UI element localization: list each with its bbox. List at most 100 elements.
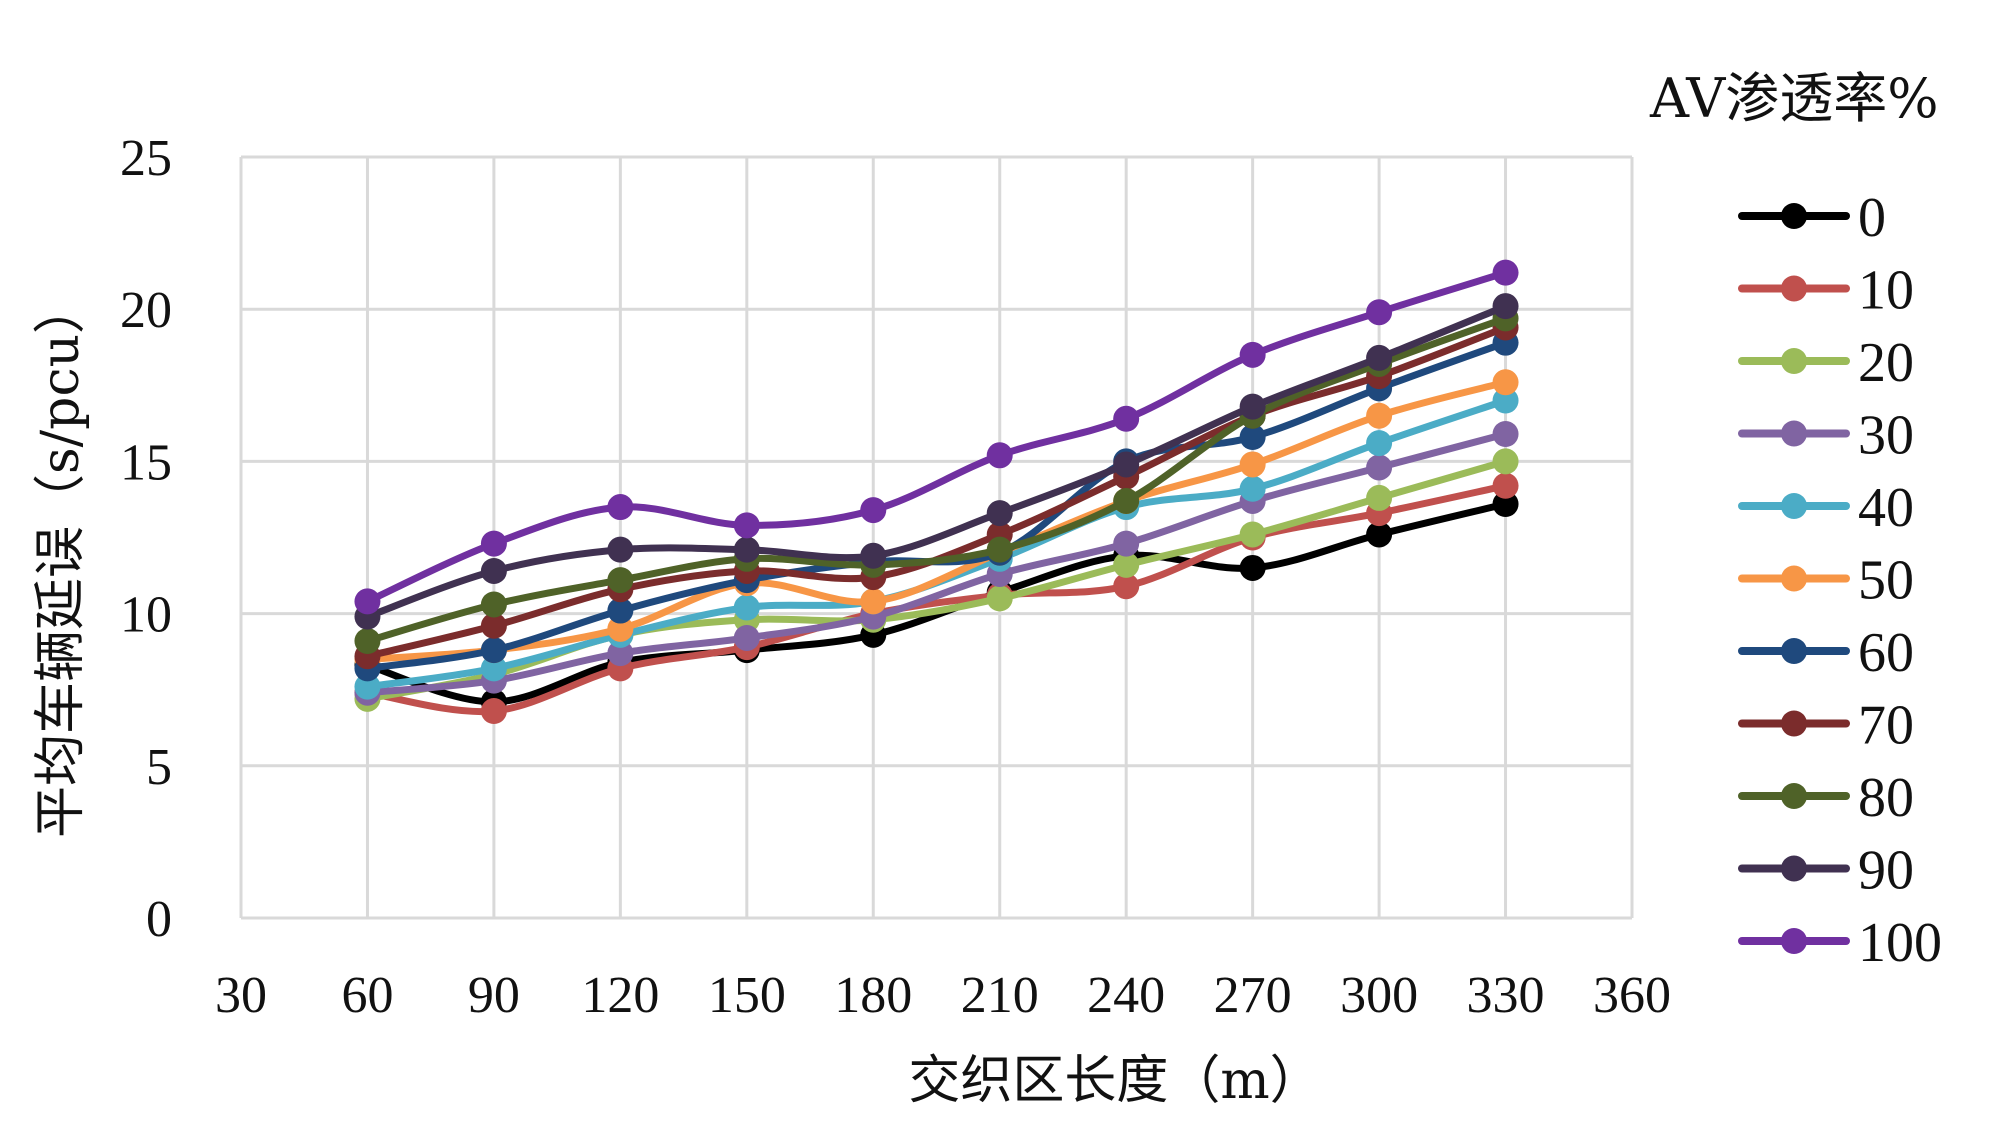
data-point	[1239, 475, 1266, 502]
legend-label: 70	[1858, 695, 1914, 757]
data-point	[354, 588, 381, 615]
series-line	[364, 314, 1509, 645]
x-tick-label: 240	[1087, 967, 1165, 1024]
legend-marker	[1781, 420, 1807, 447]
data-point	[480, 698, 507, 725]
data-point	[1113, 551, 1140, 578]
data-point	[480, 655, 507, 682]
data-point	[607, 536, 634, 563]
data-point	[1492, 369, 1519, 396]
legend-marker	[1781, 855, 1807, 882]
data-point	[986, 536, 1013, 563]
legend-label: 0	[1858, 187, 1886, 249]
data-point	[1492, 491, 1519, 518]
legend-item-100: 100	[1738, 912, 1942, 974]
x-tick-label: 300	[1340, 967, 1418, 1024]
series-line	[364, 430, 1509, 697]
data-point	[1366, 402, 1393, 429]
data-point	[607, 640, 634, 667]
legend-title: AV渗透率%	[1649, 67, 1939, 130]
data-point	[480, 530, 507, 557]
y-tick-label: 10	[120, 587, 172, 644]
data-point	[1113, 451, 1140, 478]
x-tick-label: 30	[215, 967, 267, 1024]
series-line	[364, 378, 1509, 663]
legend-marker	[1781, 783, 1807, 809]
data-point	[1239, 341, 1266, 368]
data-point	[1366, 521, 1393, 548]
legend-marker	[1781, 928, 1807, 954]
data-point	[860, 542, 887, 569]
x-tick-label: 180	[834, 967, 912, 1024]
data-point	[1492, 472, 1519, 499]
data-point	[860, 588, 887, 615]
data-point	[1492, 387, 1519, 414]
legend-item-60: 60	[1738, 622, 1914, 684]
data-point	[1492, 259, 1519, 286]
legend-marker	[1781, 638, 1807, 664]
legend-label: 30	[1858, 405, 1914, 467]
data-point	[1113, 530, 1140, 557]
data-point	[1492, 421, 1519, 448]
legend-label: 100	[1858, 912, 1942, 974]
data-point	[1239, 424, 1266, 451]
legend-label: 50	[1858, 550, 1914, 612]
series-90	[354, 293, 1519, 630]
x-tick-label: 210	[961, 967, 1039, 1024]
y-tick-label: 5	[146, 739, 172, 796]
data-point	[480, 637, 507, 664]
legend-marker	[1781, 203, 1807, 229]
legend-item-90: 90	[1738, 840, 1914, 902]
data-point	[986, 585, 1013, 612]
data-point	[1239, 393, 1266, 420]
data-point	[1366, 344, 1393, 371]
data-point	[1113, 573, 1140, 600]
data-point	[733, 512, 760, 539]
x-tick-label: 270	[1214, 967, 1292, 1024]
data-point	[1113, 405, 1140, 432]
x-tick-label: 360	[1593, 967, 1671, 1024]
legend-item-40: 40	[1738, 477, 1914, 539]
data-point	[1239, 554, 1266, 581]
legend-label: 90	[1858, 840, 1914, 902]
y-axis-title: 平均车辆延误（s/pcu）	[31, 282, 91, 838]
legend-marker	[1781, 275, 1807, 302]
legend-marker	[1781, 493, 1807, 519]
data-point	[607, 597, 634, 624]
x-tick-label: 90	[468, 967, 520, 1024]
data-point	[1492, 293, 1519, 320]
data-point	[607, 567, 634, 594]
series-line	[364, 302, 1509, 621]
x-tick-label: 330	[1467, 967, 1545, 1024]
data-point	[1239, 521, 1266, 548]
legend-item-30: 30	[1738, 405, 1914, 467]
data-point	[733, 594, 760, 621]
data-point	[1113, 487, 1140, 514]
y-tick-label: 25	[120, 130, 172, 187]
legend-label: 80	[1858, 767, 1914, 829]
data-point	[986, 500, 1013, 527]
x-tick-label: 60	[341, 967, 393, 1024]
data-point	[860, 497, 887, 524]
legend-item-0: 0	[1738, 187, 1886, 249]
data-point	[480, 612, 507, 639]
legend-item-20: 20	[1738, 332, 1914, 394]
data-point	[986, 442, 1013, 469]
axis-layer: 30 60 90 120 150 180 210 240 270 300 330 360 0 5 10 15 2…	[120, 130, 1671, 1024]
x-axis-title: 交织区长度（m）	[908, 1051, 1321, 1111]
data-point	[354, 673, 381, 700]
data-point	[607, 494, 634, 521]
x-tick-label: 150	[708, 967, 786, 1024]
series-line	[364, 500, 1509, 706]
legend-item-10: 10	[1738, 260, 1914, 322]
legend-label: 10	[1858, 260, 1914, 322]
legend-item-80: 80	[1738, 767, 1914, 829]
data-point	[733, 536, 760, 563]
data-point	[733, 624, 760, 651]
legend: 0 10 20 30 40 50 60 70 80 90 100	[1738, 187, 1942, 974]
legend-marker	[1781, 565, 1807, 592]
y-tick-label: 0	[146, 891, 172, 948]
x-tick-label: 120	[581, 967, 659, 1024]
series-line	[364, 482, 1509, 716]
